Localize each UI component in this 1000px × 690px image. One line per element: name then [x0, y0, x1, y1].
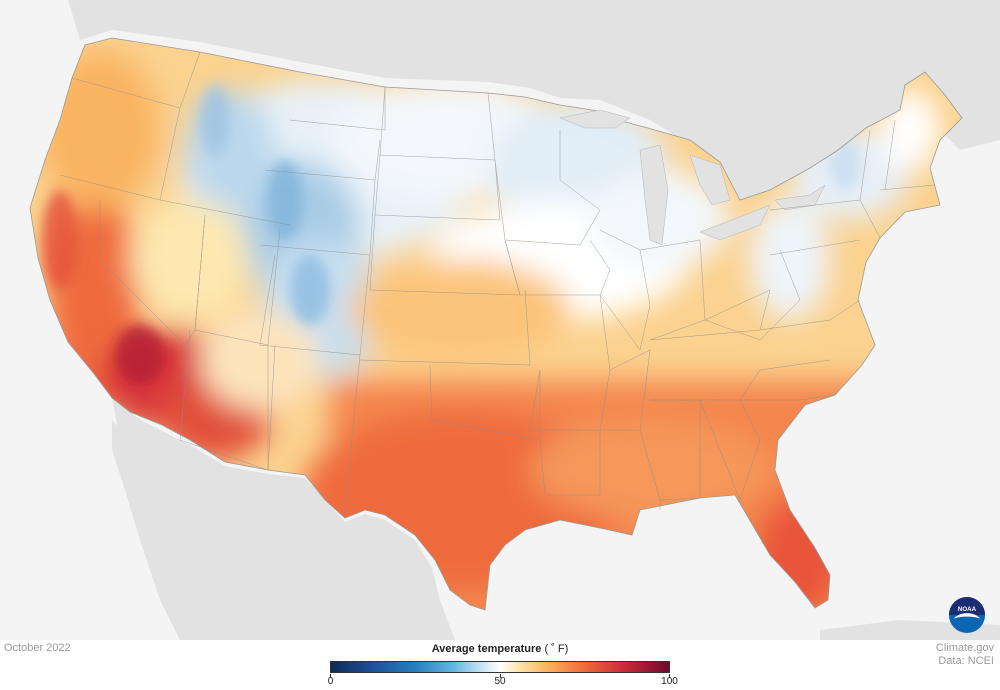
- legend-tick-mark: [499, 674, 501, 678]
- baja-peninsula: [112, 420, 210, 640]
- credit-data-source: Data: NCEI: [938, 655, 994, 667]
- mexico-landmass: [112, 398, 455, 640]
- date-label: October 2022: [4, 642, 71, 654]
- great-lakes: [559, 109, 826, 246]
- noaa-logo-text: NOAA: [958, 606, 977, 613]
- footer: October 2022 Average temperature ( ˚ F) …: [0, 640, 1000, 690]
- legend-tick-label: 100: [661, 676, 678, 687]
- legend-title: Average temperature ( ˚ F): [330, 643, 670, 655]
- temperature-map: [0, 0, 1000, 640]
- legend-tick-label: 50: [494, 676, 506, 687]
- noaa-logo-icon: NOAA: [948, 596, 986, 634]
- color-legend: Average temperature ( ˚ F) 0 50 100: [327, 643, 678, 688]
- state-borders: [59, 51, 936, 511]
- credits: Climate.gov Data: NCEI: [936, 642, 994, 668]
- legend-color-bar: [330, 661, 670, 673]
- legend-title-unit: ( ˚ F): [544, 643, 569, 655]
- legend-tick-label: 0: [327, 676, 334, 687]
- legend-title-main: Average temperature: [431, 643, 542, 655]
- canada-islands: [900, 0, 1000, 100]
- us-outline: [29, 37, 963, 611]
- credit-site: Climate.gov: [935, 642, 994, 654]
- canada-landmass: [60, 0, 1000, 210]
- legend-tick-mark: [330, 674, 331, 678]
- legend-tick-mark: [669, 674, 670, 678]
